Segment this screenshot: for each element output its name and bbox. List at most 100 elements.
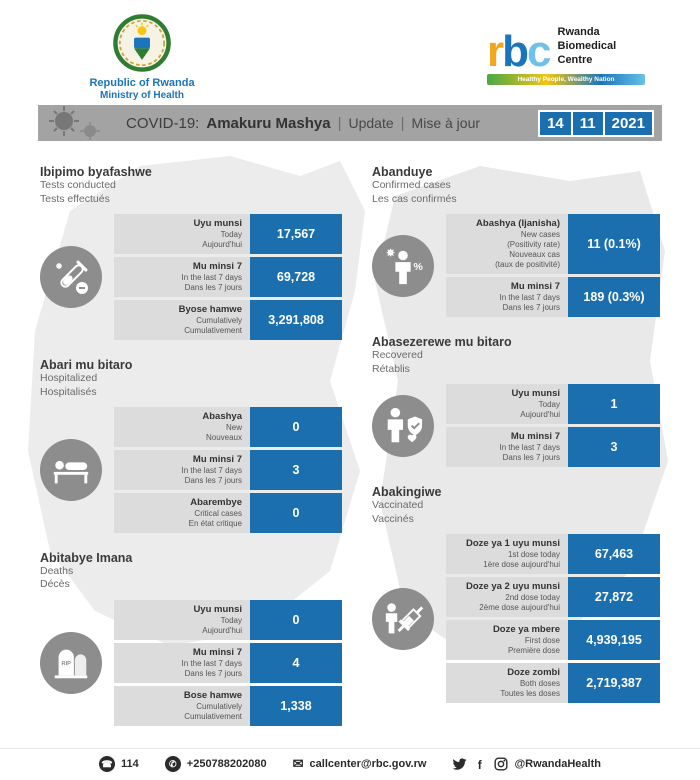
amakuru-mashya-label: Amakuru Mashya	[206, 114, 331, 132]
stat-value: 17,567	[250, 214, 342, 255]
email-item: ✉ callcenter@rbc.gov.rw	[293, 756, 427, 772]
table-row: Uyu munsi Today Aujourd'hui 0	[114, 600, 342, 640]
republic-of-rwanda-label: Republic of Rwanda	[89, 77, 195, 89]
right-column: Abanduye Confirmed cases Les cas confirm…	[372, 165, 660, 744]
stat-value: 67,463	[568, 534, 660, 575]
stat-label: Uyu munsi Today Aujourd'hui	[114, 600, 250, 640]
date-day: 14	[540, 111, 571, 135]
rwanda-coat-of-arms-icon	[113, 14, 171, 72]
covid-label: COVID-19:	[126, 114, 200, 132]
instagram-icon[interactable]	[494, 757, 508, 771]
stat-value: 0	[250, 600, 342, 640]
ministry-of-health-label: Ministry of Health	[100, 90, 184, 101]
svg-text:f: f	[478, 758, 482, 771]
virus-icon	[49, 106, 100, 140]
stat-value: 2,719,387	[568, 662, 660, 703]
table-row: Mu minsi 7 In the last 7 days Dans les 7…	[114, 642, 342, 683]
table-row: Byose hamwe Cumulatively Cumulativement …	[114, 300, 342, 340]
table-row: Mu minsi 7 In the last 7 days Dans les 7…	[446, 277, 660, 318]
social-handle[interactable]: @RwandaHealth	[514, 758, 601, 771]
stat-label: Uyu munsi Today Aujourd'hui	[114, 214, 250, 255]
contact-footer: ☎ 114 ✆ +250788202080 ✉ callcenter@rbc.g…	[0, 747, 700, 780]
email-icon: ✉	[292, 756, 304, 772]
handset-icon: ✆	[164, 756, 181, 773]
table-row: Mu minsi 7 In the last 7 days Dans les 7…	[114, 450, 342, 490]
table-row: Doze ya 2 uyu munsi 2nd dose today 2ème …	[446, 577, 660, 618]
section-vaccinated: Abakingiwe Vaccinated Vaccinés	[372, 485, 660, 703]
rbc-letter-r: r	[487, 27, 504, 77]
stat-label: Mu minsi 7 In the last 7 days Dans les 7…	[114, 257, 250, 298]
stat-label: Byose hamwe Cumulatively Cumulativement	[114, 300, 250, 340]
test-tube-icon	[40, 246, 102, 309]
stat-value: 3,291,808	[250, 300, 342, 340]
svg-text:RIP: RIP	[61, 661, 71, 667]
tombstone-icon: RIP	[40, 631, 102, 694]
rbc-wordmark: rbc	[487, 30, 552, 74]
stat-label: Mu minsi 7 In the last 7 days Dans les 7…	[114, 642, 250, 683]
section-title: Abanduye	[372, 165, 433, 179]
stat-label: Mu minsi 7 In the last 7 days Dans les 7…	[114, 450, 250, 490]
update-label: Update	[348, 114, 394, 131]
ministry-of-health-logo: Republic of Rwanda Ministry of Health	[62, 12, 222, 101]
table-row: Mu minsi 7 In the last 7 days Dans les 7…	[114, 257, 342, 298]
stat-value: 3	[568, 427, 660, 468]
hospital-bed-icon	[40, 439, 102, 501]
section-title: Abakingiwe	[372, 485, 442, 500]
date-month: 11	[572, 111, 603, 135]
stat-value: 1	[568, 384, 660, 425]
stat-value: 4	[250, 642, 342, 683]
rbc-letter-c: c	[527, 27, 552, 77]
table-row: Abashya New Nouveaux 0	[114, 407, 342, 448]
section-subtitle-en: Deaths	[40, 564, 74, 577]
stat-label: Mu minsi 7 In the last 7 days Dans les 7…	[446, 427, 568, 468]
stat-label: Doze zombi Both doses Toutes les doses	[446, 662, 568, 703]
section-subtitle-en: Recovered	[372, 349, 423, 362]
stat-value: 0	[250, 407, 342, 448]
rbc-letter-b: b	[502, 27, 529, 77]
phone-number[interactable]: +250788202080	[186, 758, 267, 771]
stat-label: Doze ya mbere First dose Première dose	[446, 620, 568, 660]
section-hospitalized: Abari mu bitaro Hospitalized Hospitalisé…	[40, 358, 342, 533]
table-row: Abashya (Ijanisha) New cases (Positivity…	[446, 214, 660, 275]
rbc-tagline: Healthy People, Wealthy Nation	[487, 74, 645, 86]
table-row: Doze ya 1 uyu munsi 1st dose today 1ère …	[446, 534, 660, 575]
stat-label: Doze ya 1 uyu munsi 1st dose today 1ère …	[446, 534, 568, 575]
separator: |	[337, 114, 342, 132]
section-subtitle-en: Confirmed cases	[372, 179, 451, 191]
stat-value: 4,939,195	[568, 620, 660, 660]
banner-title: COVID-19: Amakuru Mashya | Update | Mise…	[126, 115, 480, 132]
table-row: Mu minsi 7 In the last 7 days Dans les 7…	[446, 427, 660, 468]
statistics-area: Ibipimo byafashwe Tests conducted Tests …	[0, 141, 700, 748]
section-subtitle-fr: Hospitalisés	[40, 385, 97, 398]
section-confirmed-cases: Abanduye Confirmed cases Les cas confirm…	[372, 165, 660, 318]
twitter-icon[interactable]	[452, 758, 467, 771]
table-row: Doze ya mbere First dose Première dose 4…	[446, 620, 660, 660]
date-year: 2021	[604, 111, 652, 135]
section-subtitle-fr: Décès	[40, 578, 70, 591]
rbc-name-line2: Biomedical	[557, 39, 617, 52]
syringe-vaccination-icon	[372, 587, 434, 650]
phone-circle-icon: ☎	[99, 756, 116, 773]
section-deaths: Abitabye Imana Deaths Décès RIP	[40, 551, 342, 726]
section-subtitle-fr: Les cas confirmés	[372, 192, 457, 205]
table-row: Uyu munsi Today Aujourd'hui 17,567	[114, 214, 342, 255]
phone-item: ✆ +250788202080	[164, 756, 267, 773]
stat-value: 27,872	[568, 577, 660, 618]
facebook-icon[interactable]: f	[474, 758, 487, 771]
section-title: Ibipimo byafashwe	[40, 165, 152, 179]
stat-label: Abashya (Ijanisha) New cases (Positivity…	[446, 214, 568, 275]
rbc-name-line1: Rwanda	[557, 26, 600, 38]
hotline-number[interactable]: 114	[121, 758, 139, 771]
table-row: Doze zombi Both doses Toutes les doses 2…	[446, 662, 660, 703]
social-item: f @RwandaHealth	[452, 757, 601, 771]
stat-label: Abarembye Critical cases En état critiqu…	[114, 492, 250, 533]
mise-a-jour-label: Mise à jour	[411, 114, 481, 131]
rbc-name: Rwanda Biomedical Centre	[558, 26, 617, 69]
email-address[interactable]: callcenter@rbc.gov.rw	[309, 758, 427, 771]
section-title: Abitabye Imana	[40, 550, 133, 565]
stat-value: 3	[250, 450, 342, 490]
stat-label: Doze ya 2 uyu munsi 2nd dose today 2ème …	[446, 577, 568, 618]
stat-value: 0	[250, 492, 342, 533]
section-subtitle-fr: Tests effectués	[40, 192, 110, 205]
